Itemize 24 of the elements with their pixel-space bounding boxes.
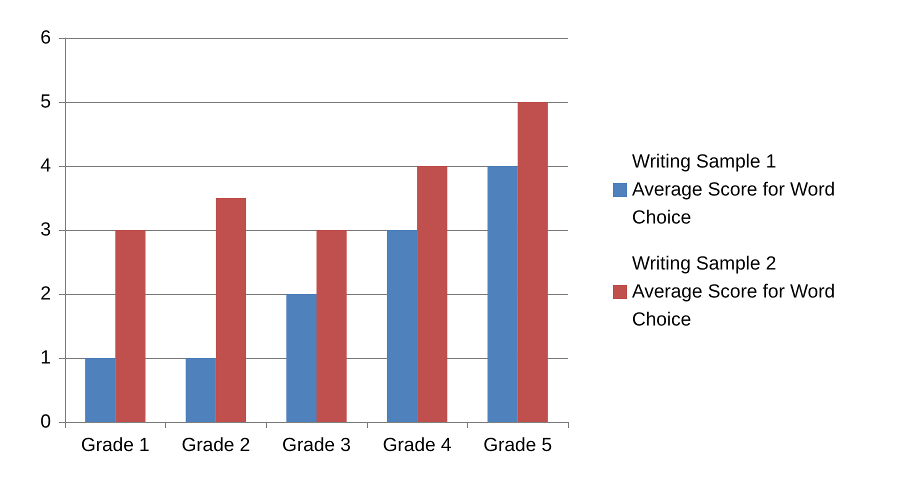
bar: [417, 166, 448, 422]
x-tick-label: Grade 3: [282, 435, 351, 456]
y-tick-label: 0: [40, 412, 51, 432]
x-tick-label: Grade 4: [382, 435, 452, 456]
x-tick-label: Grade 5: [483, 435, 552, 456]
bar: [115, 230, 146, 422]
legend-label: Writing Sample 2 Average Score for Word Choice: [632, 254, 840, 330]
bar: [386, 230, 418, 422]
y-tick-label: 1: [40, 348, 51, 368]
bar: [316, 230, 347, 422]
y-tick-label: 5: [40, 92, 51, 112]
bar: [488, 166, 518, 422]
bar: [85, 358, 116, 422]
bar: [286, 294, 316, 422]
y-tick-label: 2: [40, 284, 51, 304]
y-tick-label: 4: [40, 156, 52, 176]
bar: [518, 102, 548, 422]
x-tick-label: Grade 2: [182, 435, 250, 456]
y-tick-label: 6: [40, 28, 51, 48]
x-tick-label: Grade 1: [80, 435, 150, 456]
y-tick-label: 3: [40, 220, 51, 240]
bar: [216, 198, 246, 422]
legend-label: Writing Sample 1 Average Score for Word Choice: [632, 152, 840, 228]
bar: [186, 358, 216, 422]
